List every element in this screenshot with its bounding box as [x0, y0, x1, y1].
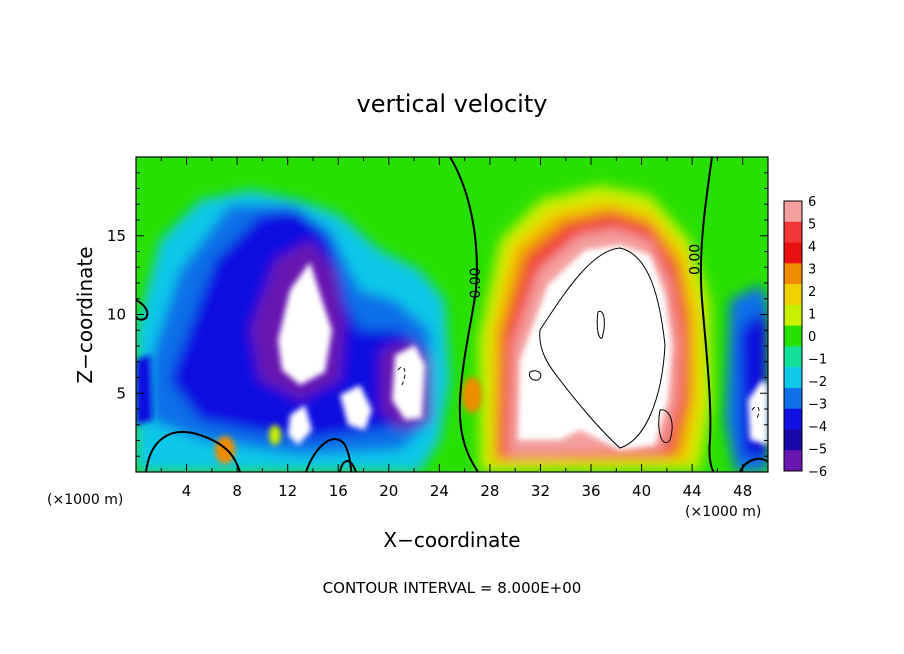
- x-tick-label: 16: [329, 482, 348, 500]
- x-tick-label: 32: [531, 482, 550, 500]
- colorbar-swatch: [784, 346, 802, 368]
- colorbar-swatch: [784, 242, 802, 264]
- heatmap-field: [136, 157, 768, 472]
- colorbar-label: 5: [808, 218, 816, 233]
- colorbar-frame: [783, 200, 803, 472]
- colorbar-label: −2: [808, 375, 827, 390]
- contour-labels: 0.00 0.00: [468, 244, 704, 299]
- x-tick-label: 24: [430, 482, 449, 500]
- x-unit-label-right: (×1000 m): [685, 504, 761, 520]
- y-axis-label: Z−coordinate: [73, 246, 97, 383]
- colorbar-swatch: [784, 284, 802, 306]
- x-tick-label: 44: [683, 482, 702, 500]
- x-tick-label: 4: [182, 482, 192, 500]
- contour-label: 0.00: [468, 267, 484, 298]
- colorbar-label: 4: [808, 240, 816, 255]
- colorbar-label: 6: [808, 195, 816, 210]
- colorbar-swatch: [784, 367, 802, 389]
- x-axis-ticks: 4 8 12 16 20 24 28 32 36 40 44 48: [160, 157, 752, 500]
- colorbar-swatch: [784, 263, 802, 285]
- colorbar-label: −6: [808, 465, 827, 480]
- colorbar-swatch: [784, 325, 802, 347]
- contour-interval-note: CONTOUR INTERVAL = 8.000E+00: [323, 579, 582, 597]
- colorbar-swatch: [784, 387, 802, 410]
- colorbar-label: −4: [808, 420, 827, 435]
- x-tick-label: 8: [232, 482, 242, 500]
- colorbar-swatch: [784, 450, 802, 472]
- y-tick-label: 10: [107, 306, 126, 324]
- colorbar-swatch: [784, 201, 802, 223]
- x-tick-label: 28: [480, 482, 499, 500]
- x-tick-label: 36: [581, 482, 600, 500]
- x-tick-label: 12: [278, 482, 297, 500]
- colorbar-label: −1: [808, 353, 827, 368]
- colorbar-label: −3: [808, 398, 827, 413]
- x-tick-label: 48: [733, 482, 752, 500]
- colorbar-swatch: [784, 304, 802, 327]
- y-tick-label: 5: [116, 384, 126, 402]
- chart-title: vertical velocity: [357, 90, 548, 118]
- colorbar: 6 5 4 3 2 1 0 −1 −2 −3 −4 −5 −6: [783, 195, 827, 480]
- x-tick-label: 20: [379, 482, 398, 500]
- x-axis-label: X−coordinate: [383, 528, 520, 552]
- y-axis-ticks: 5 10 15: [107, 172, 768, 457]
- colorbar-label: 3: [808, 263, 816, 278]
- colorbar-swatch: [784, 429, 802, 451]
- colorbar-swatch: [784, 408, 802, 430]
- y-tick-label: 15: [107, 227, 126, 245]
- colorbar-label: 0: [808, 330, 816, 345]
- colorbar-label: −5: [808, 443, 827, 458]
- x-tick-label: 40: [632, 482, 651, 500]
- colorbar-label: 2: [808, 285, 816, 300]
- contour-label: 0.00: [688, 244, 704, 275]
- colorbar-swatch: [784, 221, 802, 244]
- x-unit-label-left: (×1000 m): [47, 492, 123, 508]
- contour-lines: [136, 157, 768, 472]
- colorbar-label: 1: [808, 308, 816, 323]
